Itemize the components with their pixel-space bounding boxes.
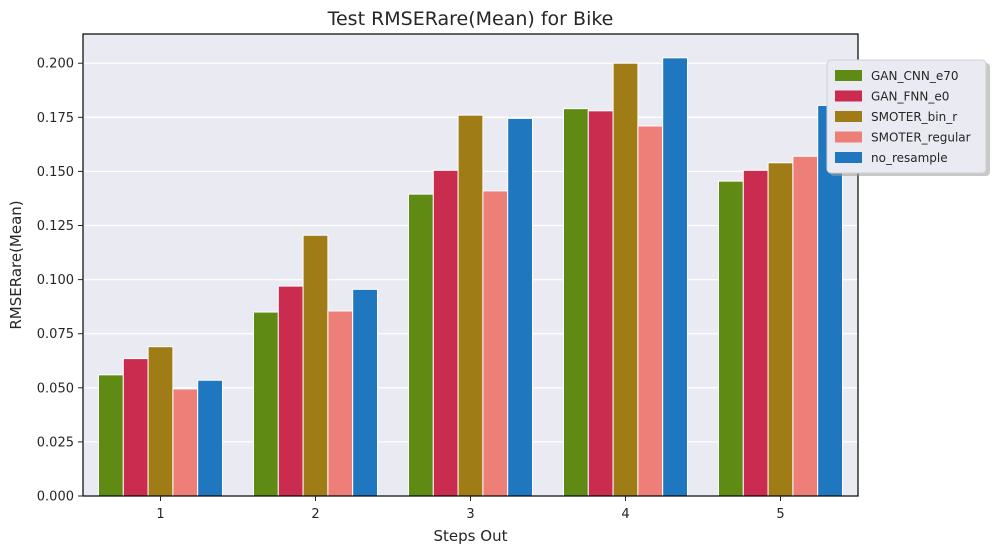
- bar-SMOTER_regular-2: [327, 310, 354, 497]
- bar-GAN_FNN_e0-4: [587, 110, 614, 497]
- bar-SMOTER_bin_r-4: [612, 62, 639, 497]
- bar-GAN_CNN_e70-1: [98, 374, 124, 497]
- x-tick-label: 5: [776, 507, 784, 522]
- chart-title: Test RMSERare(Mean) for Bike: [327, 8, 614, 30]
- legend-swatch: [835, 70, 862, 81]
- bar-SMOTER_regular-5: [792, 155, 819, 497]
- bar-SMOTER_bin_r-3: [457, 114, 484, 497]
- x-tick-label: 1: [156, 507, 164, 522]
- bar-SMOTER_regular-3: [482, 190, 509, 497]
- bar-no_resample-4: [662, 57, 689, 497]
- y-tick-label: 0.075: [37, 327, 74, 342]
- legend-swatch: [835, 90, 862, 102]
- bar-GAN_CNN_e70-5: [718, 180, 744, 497]
- legend-label: no_resample: [871, 151, 948, 165]
- bar-GAN_FNN_e0-5: [742, 169, 769, 497]
- legend-label: GAN_CNN_e70: [871, 69, 958, 83]
- y-tick-label: 0.050: [37, 381, 74, 396]
- bar-GAN_CNN_e70-3: [408, 193, 434, 497]
- y-tick-label: 0.000: [37, 490, 74, 505]
- x-tick-label: 2: [311, 507, 319, 522]
- bar-SMOTER_bin_r-5: [767, 162, 794, 497]
- legend-swatch: [835, 111, 862, 122]
- bar-GAN_FNN_e0-2: [277, 285, 304, 497]
- bar-SMOTER_bin_r-1: [147, 346, 174, 497]
- legend-label: SMOTER_bin_r: [871, 110, 957, 124]
- x-tick-label: 3: [466, 507, 474, 522]
- bar-GAN_CNN_e70-2: [253, 311, 279, 497]
- bars: [98, 57, 844, 497]
- y-tick-label: 0.025: [37, 435, 74, 450]
- legend: GAN_CNN_e70 GAN_FNN_e0 SMOTER_bin_r SMOTER_…: [826, 59, 990, 176]
- y-tick-label: 0.125: [37, 219, 74, 234]
- bar-no_resample-1: [197, 379, 223, 497]
- bar-GAN_FNN_e0-3: [432, 169, 459, 497]
- legend-label: GAN_FNN_e0: [871, 90, 949, 104]
- legend-swatch: [835, 152, 862, 163]
- y-tick-label: 0.200: [37, 57, 74, 72]
- legend-label: SMOTER_regular: [871, 131, 971, 145]
- bar-GAN_FNN_e0-1: [122, 358, 149, 497]
- y-axis: 0.000 0.025 0.050 0.075 0.100 0.125 0.150 0.175…: [37, 57, 83, 505]
- bar-SMOTER_regular-1: [172, 388, 199, 497]
- y-tick-label: 0.150: [37, 165, 74, 180]
- bar-SMOTER_regular-4: [637, 125, 664, 497]
- bar-SMOTER_bin_r-2: [302, 234, 329, 497]
- bar-no_resample-2: [352, 288, 379, 497]
- y-tick-label: 0.100: [37, 273, 74, 288]
- y-tick-label: 0.175: [37, 111, 74, 126]
- x-axis: 1 2 3 4 5: [156, 496, 785, 522]
- bar-no_resample-3: [507, 117, 534, 497]
- legend-swatch: [835, 131, 862, 143]
- legend-box: [826, 59, 987, 174]
- x-tick-label: 4: [621, 507, 629, 522]
- bar-GAN_CNN_e70-4: [563, 108, 589, 497]
- y-axis-label: RMSERare(Mean): [7, 200, 25, 329]
- x-axis-label: Steps Out: [434, 527, 508, 545]
